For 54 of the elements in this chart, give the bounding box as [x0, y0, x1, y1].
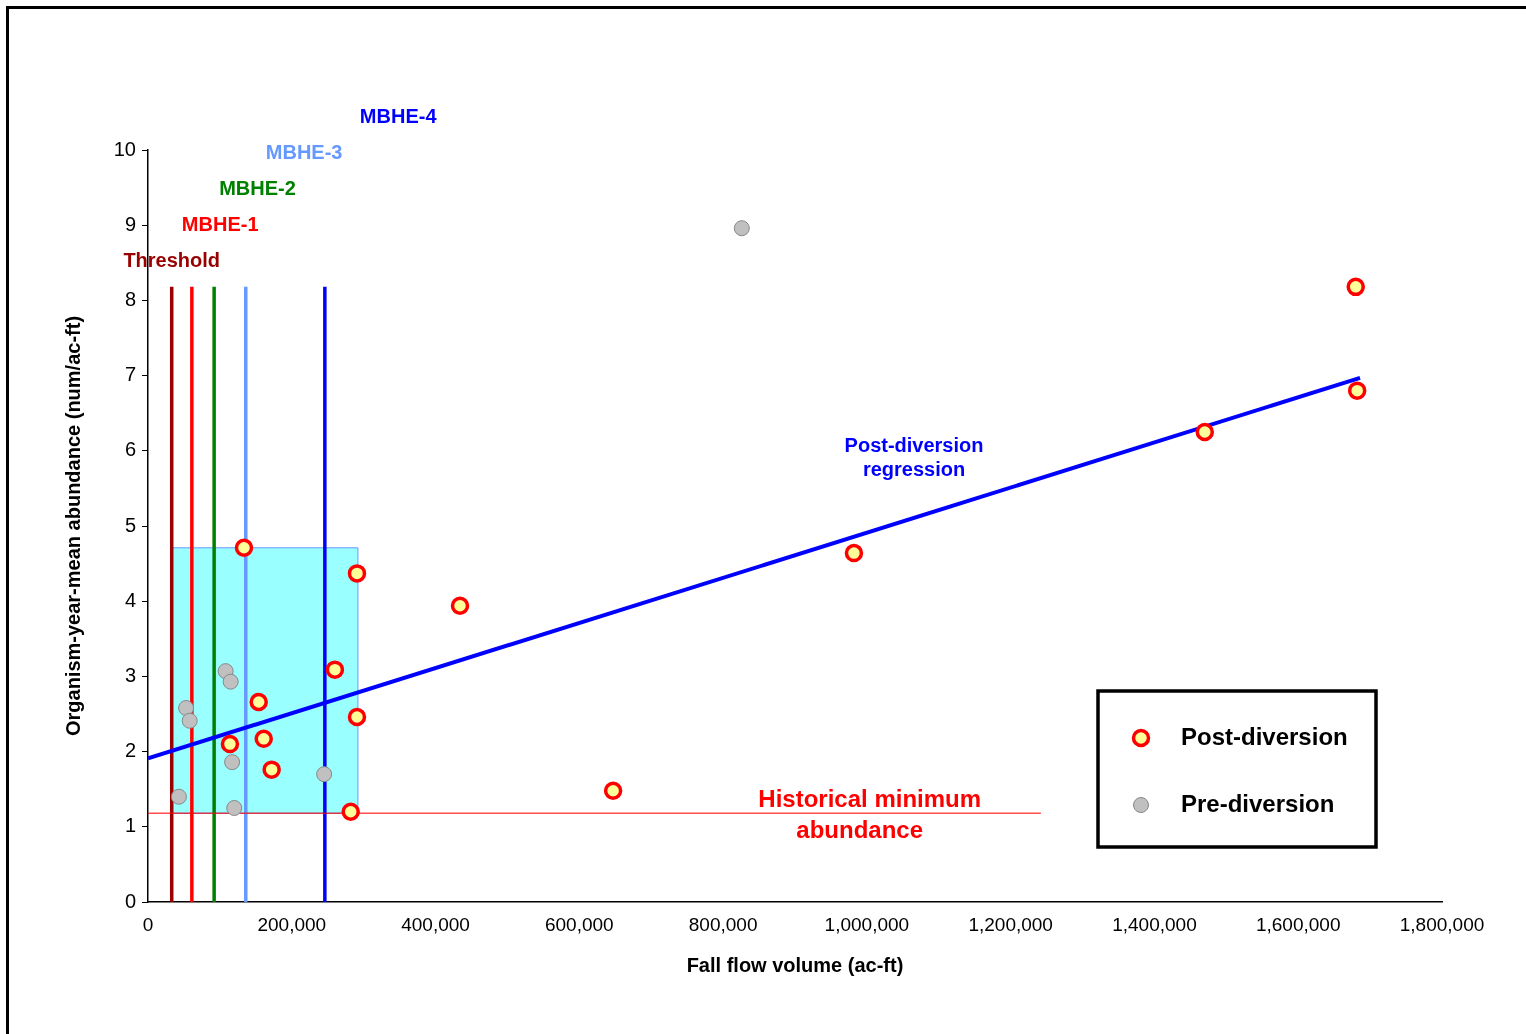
x-tick-label: 1,800,000 [1399, 913, 1485, 935]
point [220, 734, 240, 754]
point [249, 692, 268, 712]
point [234, 538, 254, 558]
ref-line-label: MBHE-1 [181, 212, 259, 235]
x-tick-label: 1,400,000 [1112, 913, 1197, 935]
point [254, 729, 273, 749]
y-tick-label: 2 [124, 739, 136, 762]
y-tick-label: 0 [124, 889, 136, 912]
series-label: Post-diversion regression [844, 434, 984, 481]
point [1347, 381, 1367, 400]
y-tick-label: 8 [124, 287, 136, 310]
ref-line-label: MBHE-2 [219, 176, 296, 199]
y-tick-label: 5 [124, 513, 136, 536]
y-tick-label: 9 [124, 212, 136, 235]
x-tick-label: 0 [142, 913, 154, 935]
y-tick-label: 3 [124, 663, 136, 686]
x-tick-label: 1,200,000 [968, 913, 1053, 935]
x-axis-title: Fall flow volume (ac-ft) [686, 953, 904, 976]
ref-line-label: MBHE-3 [265, 140, 343, 163]
y-tick-label: 7 [124, 363, 136, 386]
point [181, 712, 198, 729]
y-tick-label: 1 [124, 814, 136, 837]
point [226, 800, 243, 816]
point [450, 596, 470, 615]
point [341, 802, 360, 822]
y-axis-title: Organism-year-mean abundance (num/ac-ft) [61, 315, 84, 737]
point [178, 699, 195, 716]
y-tick-label: 10 [113, 137, 136, 160]
point [222, 673, 239, 690]
point [170, 788, 187, 805]
y-tick-label: 4 [124, 588, 136, 611]
point [325, 660, 345, 679]
legend-label: Pre-diversion [1181, 789, 1335, 817]
point [733, 220, 750, 237]
point [844, 543, 864, 563]
x-tick-label: 600,000 [544, 913, 614, 935]
y-tick-label: 6 [124, 438, 136, 461]
x-tick-label: 1,000,000 [824, 913, 910, 935]
point [316, 766, 333, 783]
ref-line-label: MBHE-4 [359, 104, 438, 127]
point [262, 760, 281, 779]
x-tick-label: 1,600,000 [1255, 913, 1341, 935]
point [1195, 422, 1215, 442]
point [1346, 277, 1365, 297]
point [347, 707, 367, 727]
point [347, 564, 367, 583]
point [224, 754, 241, 771]
point [603, 781, 623, 800]
legend-label: Post-diversion [1181, 722, 1348, 750]
ref-line-label: Historical minimum abundance [758, 784, 982, 843]
x-tick-label: 400,000 [401, 913, 470, 935]
x-tick-label: 200,000 [257, 913, 327, 935]
x-tick-label: 800,000 [688, 913, 758, 935]
